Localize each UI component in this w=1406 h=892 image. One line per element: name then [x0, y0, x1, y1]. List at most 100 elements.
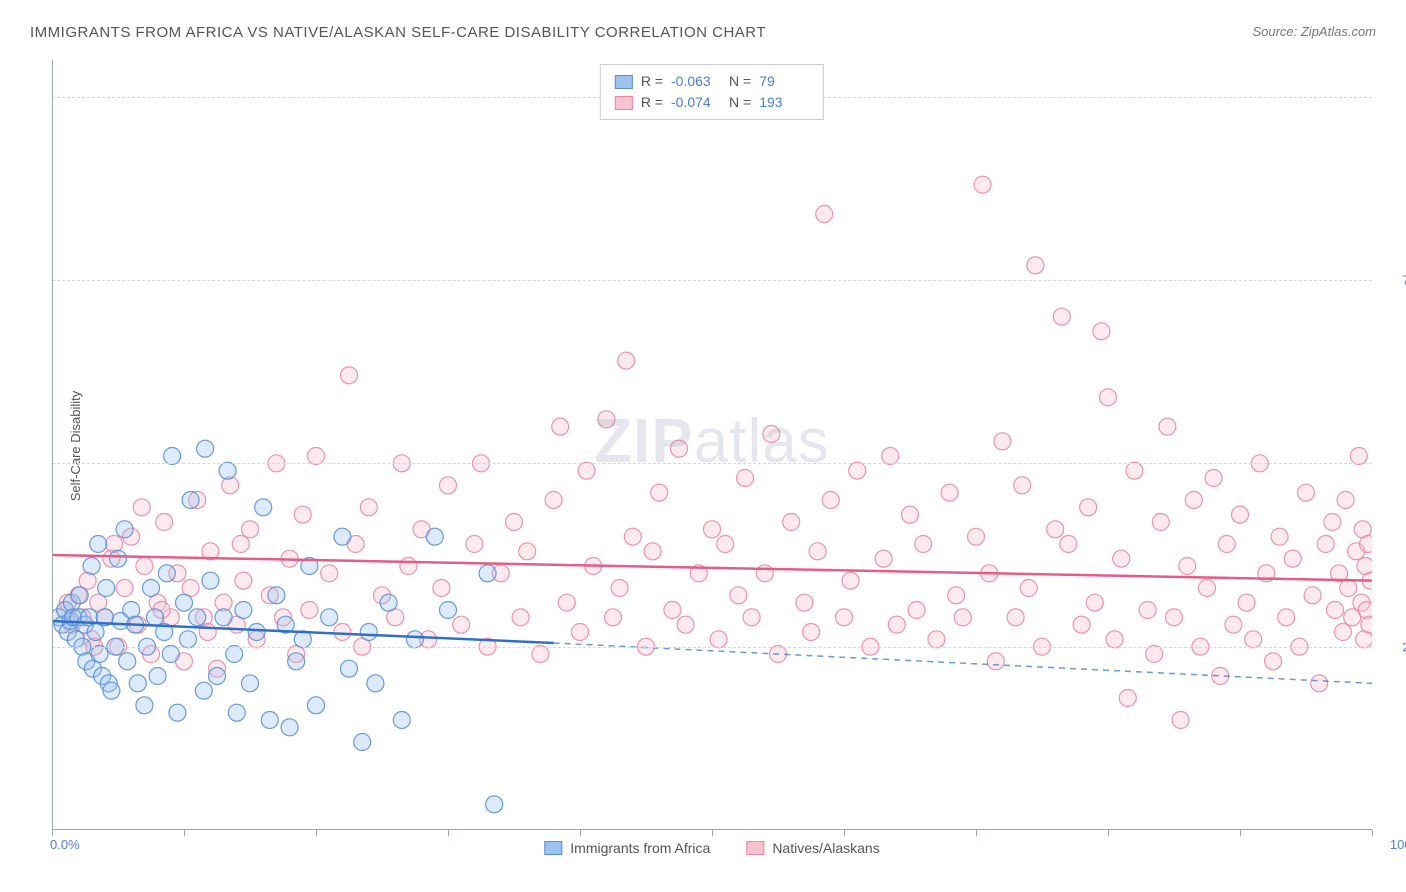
data-point [202, 572, 219, 589]
data-point [545, 492, 562, 509]
data-point [611, 580, 628, 597]
x-axis-line [52, 829, 1372, 830]
data-point [968, 528, 985, 545]
data-point [119, 653, 136, 670]
data-point [179, 631, 196, 648]
data-point [1311, 675, 1328, 692]
data-point [182, 492, 199, 509]
data-point [1014, 477, 1031, 494]
data-point [552, 418, 569, 435]
data-point [1093, 323, 1110, 340]
data-point [341, 660, 358, 677]
x-tick [316, 830, 317, 836]
n-label: N = [729, 71, 751, 92]
x-tick [52, 830, 53, 836]
data-point [1360, 536, 1372, 553]
data-point [1245, 631, 1262, 648]
data-point [261, 712, 278, 729]
data-point [426, 528, 443, 545]
data-point [228, 704, 245, 721]
data-point [164, 448, 181, 465]
data-point [849, 462, 866, 479]
data-point [479, 565, 496, 582]
data-point [1361, 616, 1372, 633]
data-point [232, 536, 249, 553]
data-point [440, 602, 457, 619]
trendline-dashed [554, 643, 1372, 683]
x-tick [580, 830, 581, 836]
data-point [882, 448, 899, 465]
data-point [367, 675, 384, 692]
data-point [1185, 492, 1202, 509]
data-point [136, 558, 153, 575]
data-point [248, 624, 265, 641]
r-label: R = [641, 71, 663, 92]
x-tick [1372, 830, 1373, 836]
data-point [1265, 653, 1282, 670]
data-point [1060, 536, 1077, 553]
r-value-1: -0.063 [671, 71, 721, 92]
data-point [803, 624, 820, 641]
correlation-stats-legend: R = -0.063 N = 79 R = -0.074 N = 193 [600, 64, 824, 120]
data-point [1146, 646, 1163, 663]
n-label: N = [729, 92, 751, 113]
data-point [199, 624, 216, 641]
data-point [954, 609, 971, 626]
r-value-2: -0.074 [671, 92, 721, 113]
data-point [717, 536, 734, 553]
data-point [197, 440, 214, 457]
data-point [836, 609, 853, 626]
data-point [1327, 602, 1344, 619]
data-point [902, 506, 919, 523]
data-point [162, 646, 179, 663]
data-point [341, 367, 358, 384]
data-point [1126, 462, 1143, 479]
data-point [743, 609, 760, 626]
data-point [242, 675, 259, 692]
legend-row-series-2: R = -0.074 N = 193 [615, 92, 809, 113]
data-point [763, 426, 780, 443]
data-point [103, 682, 120, 699]
data-point [506, 514, 523, 531]
data-point [908, 602, 925, 619]
data-point [1007, 609, 1024, 626]
data-point [948, 587, 965, 604]
data-point [1218, 536, 1235, 553]
data-point [308, 448, 325, 465]
data-point [354, 734, 371, 751]
data-point [380, 594, 397, 611]
data-point [1027, 257, 1044, 274]
data-point [1298, 484, 1315, 501]
data-point [1199, 580, 1216, 597]
data-point [453, 616, 470, 633]
legend-swatch-blue [615, 75, 633, 89]
data-point [1080, 499, 1097, 516]
n-value-1: 79 [759, 71, 809, 92]
data-point [235, 602, 252, 619]
data-point [268, 587, 285, 604]
data-point [71, 587, 88, 604]
data-point [987, 653, 1004, 670]
x-tick [184, 830, 185, 836]
data-point [169, 704, 186, 721]
scatter-plot-svg [52, 60, 1372, 830]
data-point [1324, 514, 1341, 531]
data-point [360, 624, 377, 641]
data-point [146, 609, 163, 626]
data-point [189, 609, 206, 626]
data-point [242, 521, 259, 538]
data-point [195, 682, 212, 699]
x-tick [976, 830, 977, 836]
data-point [1166, 609, 1183, 626]
data-point [158, 565, 175, 582]
data-point [1159, 418, 1176, 435]
data-point [1334, 624, 1351, 641]
data-point [133, 499, 150, 516]
data-point [1119, 690, 1136, 707]
data-point [915, 536, 932, 553]
legend-item-1: Immigrants from Africa [544, 840, 710, 856]
data-point [1053, 308, 1070, 325]
data-point [235, 572, 252, 589]
legend-row-series-1: R = -0.063 N = 79 [615, 71, 809, 92]
data-point [143, 580, 160, 597]
